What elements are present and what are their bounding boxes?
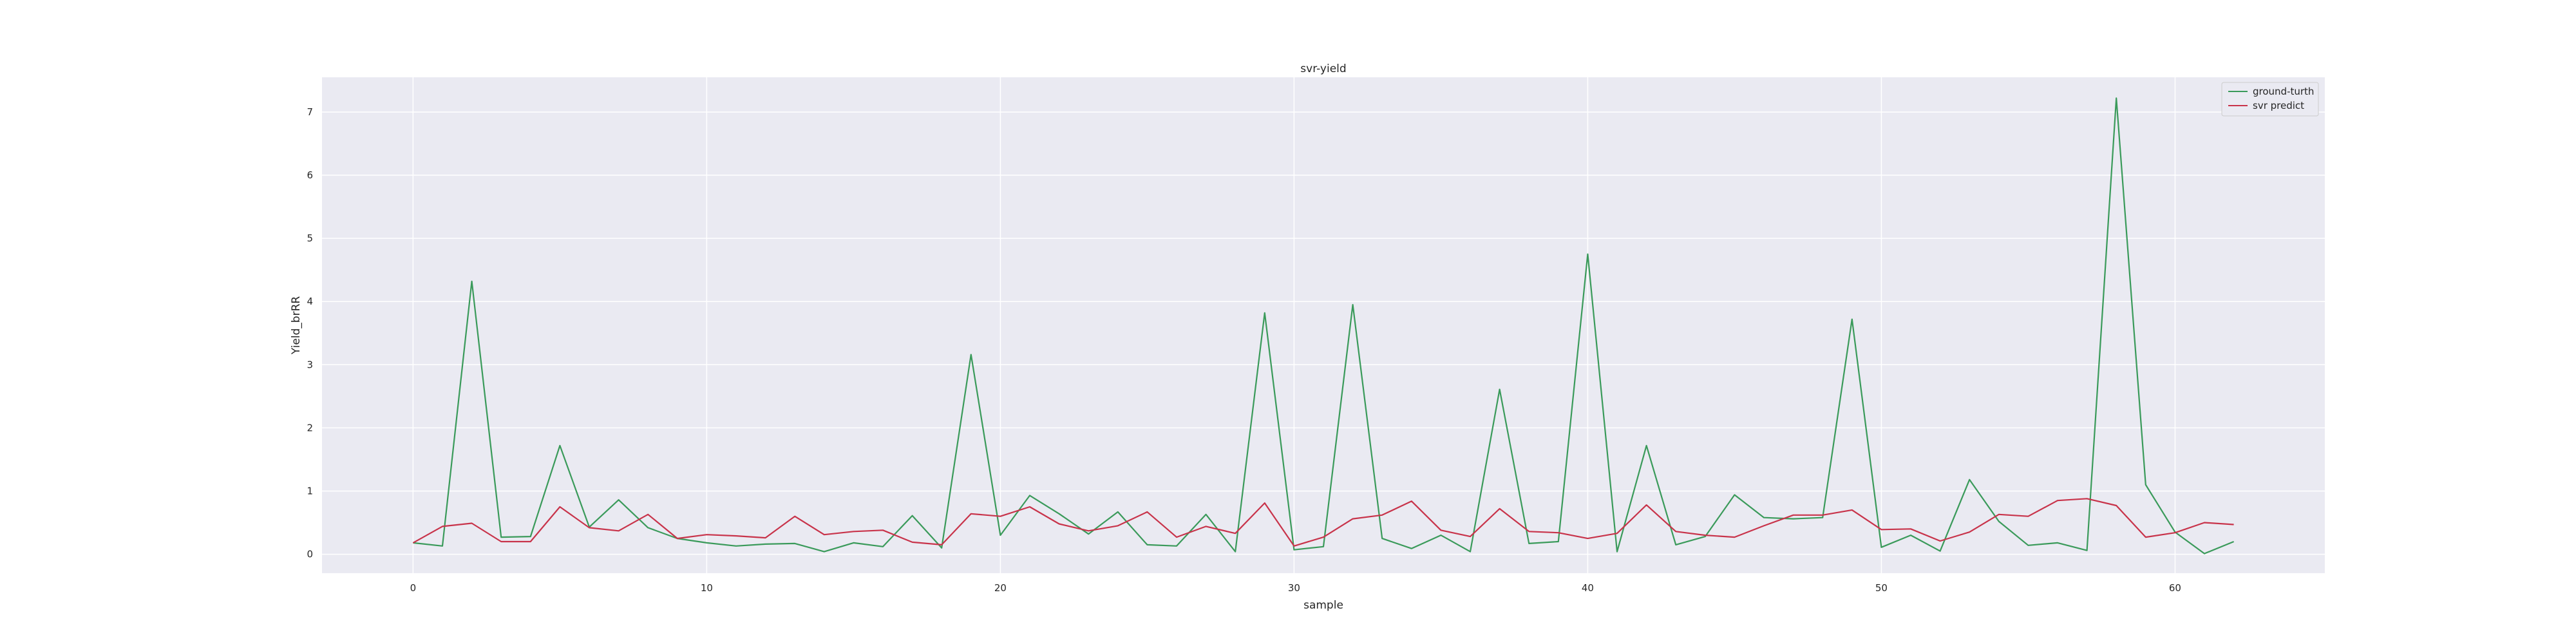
x-tick-label: 60	[2169, 582, 2181, 594]
series-layer	[412, 97, 2235, 554]
x-tick-label: 10	[701, 582, 713, 594]
y-tick-label: 2	[307, 422, 313, 433]
y-tick-label: 6	[307, 169, 313, 181]
legend-label-ground-truth: ground-turth	[2253, 86, 2314, 97]
y-tick-label: 4	[307, 296, 313, 307]
x-tick-label: 40	[1582, 582, 1594, 594]
x-tick-label: 0	[410, 582, 417, 594]
chart-title: svr-yield	[1300, 62, 1346, 75]
y-tick-label: 5	[307, 232, 313, 244]
legend-label-svr-predict: svr predict	[2253, 100, 2304, 111]
series-line-ground-truth	[413, 97, 2235, 554]
y-tick-label: 1	[307, 485, 313, 497]
x-tick-label: 50	[1875, 582, 1888, 594]
y-tick-label: 0	[307, 549, 313, 560]
x-tick-label: 30	[1288, 582, 1300, 594]
x-tick-label: 20	[994, 582, 1007, 594]
series-line-svr-predict	[412, 498, 2234, 547]
ticks-layer: 0 10 20 30 40 50 60 0 1 2 3 4 5 6 7	[307, 106, 2181, 594]
y-axis-label: Yield_brRR	[290, 296, 303, 355]
plot-background	[322, 77, 2325, 573]
legend: ground-turth svr predict	[2221, 82, 2319, 117]
grid-layer	[322, 77, 2325, 573]
x-axis-label: sample	[1303, 599, 1343, 612]
y-tick-label: 3	[307, 359, 313, 370]
y-tick-label: 7	[307, 106, 313, 118]
